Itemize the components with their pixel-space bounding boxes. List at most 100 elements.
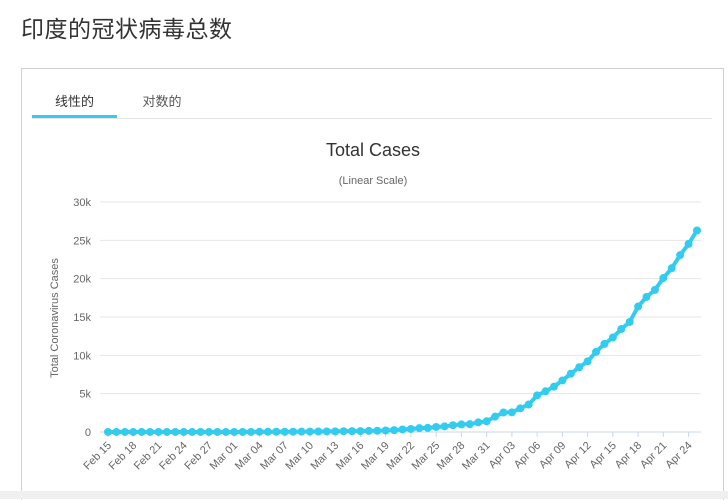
- data-point[interactable]: [507, 408, 516, 417]
- data-point[interactable]: [491, 412, 500, 421]
- data-point[interactable]: [112, 427, 121, 436]
- data-point[interactable]: [289, 427, 298, 436]
- data-point[interactable]: [448, 421, 457, 430]
- data-point[interactable]: [146, 427, 155, 436]
- data-point[interactable]: [625, 317, 634, 326]
- data-point[interactable]: [634, 302, 643, 311]
- y-tick-label: 15k: [73, 312, 91, 324]
- data-point[interactable]: [297, 427, 306, 436]
- data-point[interactable]: [280, 427, 289, 436]
- x-tick-label: Apr 09: [537, 440, 568, 471]
- view-tabs: 线性的 对数的: [32, 69, 712, 119]
- data-point[interactable]: [592, 347, 601, 356]
- data-point[interactable]: [356, 427, 365, 436]
- x-tick-label: Apr 12: [562, 440, 593, 471]
- data-point[interactable]: [423, 423, 432, 432]
- data-point[interactable]: [465, 420, 474, 429]
- data-point[interactable]: [188, 427, 197, 436]
- data-point[interactable]: [499, 408, 508, 417]
- data-point[interactable]: [348, 427, 357, 436]
- data-point[interactable]: [575, 363, 584, 372]
- x-tick-label: Apr 03: [487, 440, 518, 471]
- data-point[interactable]: [432, 422, 441, 431]
- data-point[interactable]: [406, 424, 415, 433]
- data-point[interactable]: [129, 427, 138, 436]
- y-tick-label: 20k: [73, 274, 91, 286]
- data-point[interactable]: [608, 333, 617, 342]
- y-tick-label: 10k: [73, 350, 91, 362]
- data-point[interactable]: [684, 239, 693, 248]
- series-line: [108, 229, 699, 434]
- active-tab-indicator: [32, 115, 117, 118]
- y-tick-label: 0: [85, 427, 91, 439]
- data-point[interactable]: [398, 425, 407, 434]
- data-point[interactable]: [390, 426, 399, 435]
- data-point[interactable]: [549, 382, 558, 391]
- chart-subtitle: (Linear Scale): [339, 175, 407, 187]
- data-point[interactable]: [331, 427, 340, 436]
- data-point[interactable]: [305, 427, 314, 436]
- data-point[interactable]: [474, 418, 483, 427]
- data-point[interactable]: [524, 400, 533, 409]
- data-point[interactable]: [642, 292, 651, 301]
- data-point[interactable]: [650, 285, 659, 294]
- series-total-cases: [104, 226, 701, 436]
- x-tick-label: Mar 31: [460, 440, 493, 473]
- x-tick-label: Apr 06: [512, 440, 543, 471]
- data-point[interactable]: [339, 427, 348, 436]
- y-axis-label: Total Coronavirus Cases: [49, 258, 61, 378]
- data-point[interactable]: [255, 427, 264, 436]
- x-tick-label: Apr 24: [663, 440, 694, 471]
- page-footer-strip: [0, 491, 728, 499]
- data-point[interactable]: [196, 427, 205, 436]
- data-point[interactable]: [457, 420, 466, 429]
- y-axis-ticks: 0 5k 10k 15k 20k 25k 30k: [73, 197, 91, 439]
- data-point[interactable]: [204, 427, 213, 436]
- y-tick-label: 5k: [79, 389, 91, 401]
- data-point[interactable]: [667, 264, 676, 273]
- data-point[interactable]: [104, 427, 112, 436]
- data-point[interactable]: [415, 424, 424, 433]
- data-point[interactable]: [617, 325, 626, 334]
- data-point[interactable]: [533, 391, 542, 400]
- data-point[interactable]: [247, 427, 256, 436]
- data-point[interactable]: [440, 422, 449, 431]
- data-point[interactable]: [221, 427, 230, 436]
- data-point[interactable]: [600, 339, 609, 348]
- data-point[interactable]: [162, 427, 171, 436]
- tab-logarithmic[interactable]: 对数的: [142, 95, 182, 110]
- data-point[interactable]: [230, 427, 239, 436]
- data-point[interactable]: [154, 427, 163, 436]
- data-point[interactable]: [516, 404, 525, 413]
- data-point[interactable]: [322, 427, 331, 436]
- y-tick-label: 25k: [73, 235, 91, 247]
- data-point[interactable]: [659, 274, 668, 283]
- x-tick-label: Apr 15: [588, 440, 619, 471]
- data-point[interactable]: [272, 427, 281, 436]
- x-tick-label: Apr 21: [638, 440, 669, 471]
- data-point[interactable]: [314, 427, 323, 436]
- data-point[interactable]: [120, 427, 129, 436]
- data-point[interactable]: [583, 357, 592, 366]
- data-point[interactable]: [238, 427, 247, 436]
- data-point[interactable]: [263, 427, 272, 436]
- data-point[interactable]: [373, 426, 382, 435]
- data-point[interactable]: [541, 387, 550, 396]
- data-point[interactable]: [381, 426, 390, 435]
- tab-linear[interactable]: 线性的: [54, 95, 94, 110]
- y-tick-label: 30k: [73, 197, 91, 209]
- data-point[interactable]: [364, 426, 373, 435]
- grid-lines: [100, 201, 701, 433]
- data-point[interactable]: [693, 226, 701, 235]
- data-point[interactable]: [482, 417, 491, 426]
- chart-panel: 线性的 对数的: [21, 68, 724, 500]
- data-point[interactable]: [179, 427, 188, 436]
- data-point[interactable]: [676, 251, 685, 260]
- data-point[interactable]: [137, 427, 146, 436]
- data-point[interactable]: [213, 427, 222, 436]
- data-point[interactable]: [566, 369, 575, 378]
- data-point[interactable]: [558, 376, 567, 385]
- data-point[interactable]: [171, 427, 180, 436]
